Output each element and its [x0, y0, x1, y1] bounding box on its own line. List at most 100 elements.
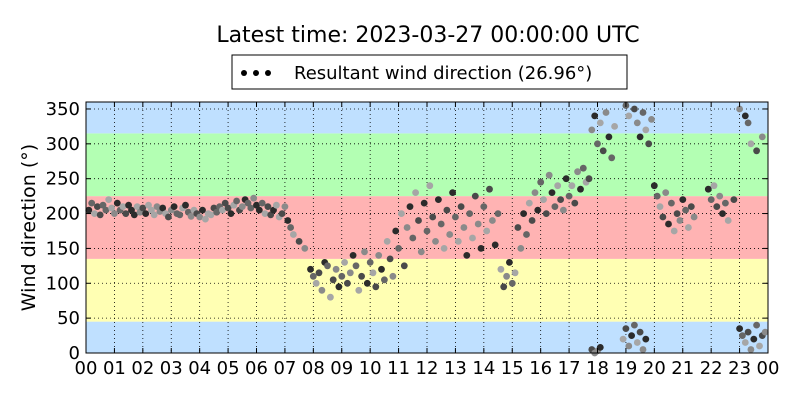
- legend-entry-label: Resultant wind direction (26.96°): [294, 63, 592, 84]
- data-point: [295, 238, 303, 245]
- data-point: [517, 245, 525, 252]
- data-point: [327, 293, 334, 301]
- data-point: [284, 217, 292, 224]
- data-point: [670, 227, 678, 235]
- data-point: [673, 210, 681, 218]
- data-point: [409, 234, 417, 242]
- x-tick-label: 17: [558, 358, 581, 379]
- data-point: [557, 196, 564, 204]
- data-point: [744, 328, 752, 336]
- y-axis-label: Wind direction (°): [18, 144, 40, 311]
- data-point: [724, 217, 732, 224]
- data-point: [449, 189, 456, 197]
- data-point: [435, 196, 442, 204]
- data-point: [477, 245, 485, 252]
- data-point: [88, 199, 96, 207]
- legend-box: [231, 54, 628, 90]
- data-point: [91, 210, 98, 218]
- data-point: [150, 211, 158, 219]
- data-point: [457, 203, 465, 211]
- data-point: [599, 147, 607, 155]
- data-point: [369, 269, 377, 277]
- data-point: [596, 119, 604, 127]
- data-point: [744, 119, 752, 127]
- data-point: [227, 210, 235, 218]
- data-point: [568, 182, 576, 190]
- data-point: [219, 206, 226, 214]
- data-point: [301, 245, 309, 252]
- y-tick-label: 50: [57, 308, 80, 329]
- data-point: [747, 140, 755, 148]
- direction-bands: [86, 102, 768, 353]
- x-tick-label: 00: [757, 358, 780, 379]
- data-point: [679, 196, 687, 204]
- data-point: [145, 201, 152, 209]
- x-tick-label: 10: [359, 358, 382, 379]
- x-tick-label: 11: [387, 358, 410, 379]
- y-tick-label: 200: [46, 204, 80, 225]
- data-point: [187, 212, 195, 220]
- data-point: [639, 109, 647, 116]
- data-point: [417, 248, 425, 256]
- data-point: [577, 185, 584, 193]
- data-point: [622, 325, 630, 332]
- data-point: [358, 272, 365, 280]
- data-point: [642, 126, 650, 134]
- data-point: [119, 203, 127, 211]
- data-point: [344, 279, 351, 287]
- data-point: [102, 206, 110, 214]
- data-point: [554, 182, 562, 190]
- data-point: [159, 204, 167, 212]
- data-point: [525, 199, 533, 207]
- legend-marker-dot: [253, 70, 259, 76]
- data-point: [403, 224, 411, 231]
- data-point: [665, 220, 672, 228]
- data-point: [375, 252, 383, 259]
- data-point: [585, 175, 593, 183]
- data-point: [440, 245, 448, 252]
- data-point: [352, 262, 360, 270]
- data-point: [653, 192, 661, 200]
- data-point: [278, 210, 286, 218]
- data-point: [736, 105, 743, 113]
- data-point: [446, 231, 454, 238]
- data-point: [704, 185, 712, 193]
- data-point: [562, 175, 570, 183]
- data-point: [423, 227, 431, 235]
- data-point: [207, 211, 215, 219]
- data-point: [594, 140, 601, 148]
- data-point: [270, 206, 277, 214]
- data-point: [523, 231, 530, 238]
- x-tick-label: 07: [273, 358, 296, 379]
- data-point: [199, 206, 206, 214]
- data-point: [307, 265, 314, 273]
- data-point: [383, 238, 391, 245]
- data-point: [503, 272, 510, 280]
- data-point: [426, 182, 434, 190]
- data-point: [537, 178, 545, 186]
- data-point: [105, 196, 113, 204]
- data-point: [474, 220, 482, 228]
- data-point: [486, 185, 493, 193]
- data-point: [542, 210, 550, 218]
- data-point: [531, 189, 539, 197]
- data-point: [571, 199, 579, 207]
- data-point: [756, 342, 763, 350]
- data-point: [491, 241, 499, 249]
- data-point: [238, 203, 246, 211]
- data-point: [429, 213, 437, 221]
- data-point: [687, 203, 695, 211]
- data-point: [130, 211, 138, 219]
- data-point: [113, 199, 121, 207]
- data-point: [315, 269, 323, 277]
- data-point: [224, 204, 232, 212]
- data-point: [153, 203, 161, 211]
- data-point: [631, 105, 638, 113]
- data-point: [741, 112, 749, 120]
- data-point: [750, 335, 758, 343]
- data-point: [466, 210, 473, 218]
- x-tick-label: 01: [103, 358, 126, 379]
- data-point: [125, 201, 132, 209]
- data-point: [165, 213, 172, 221]
- data-point: [648, 116, 655, 123]
